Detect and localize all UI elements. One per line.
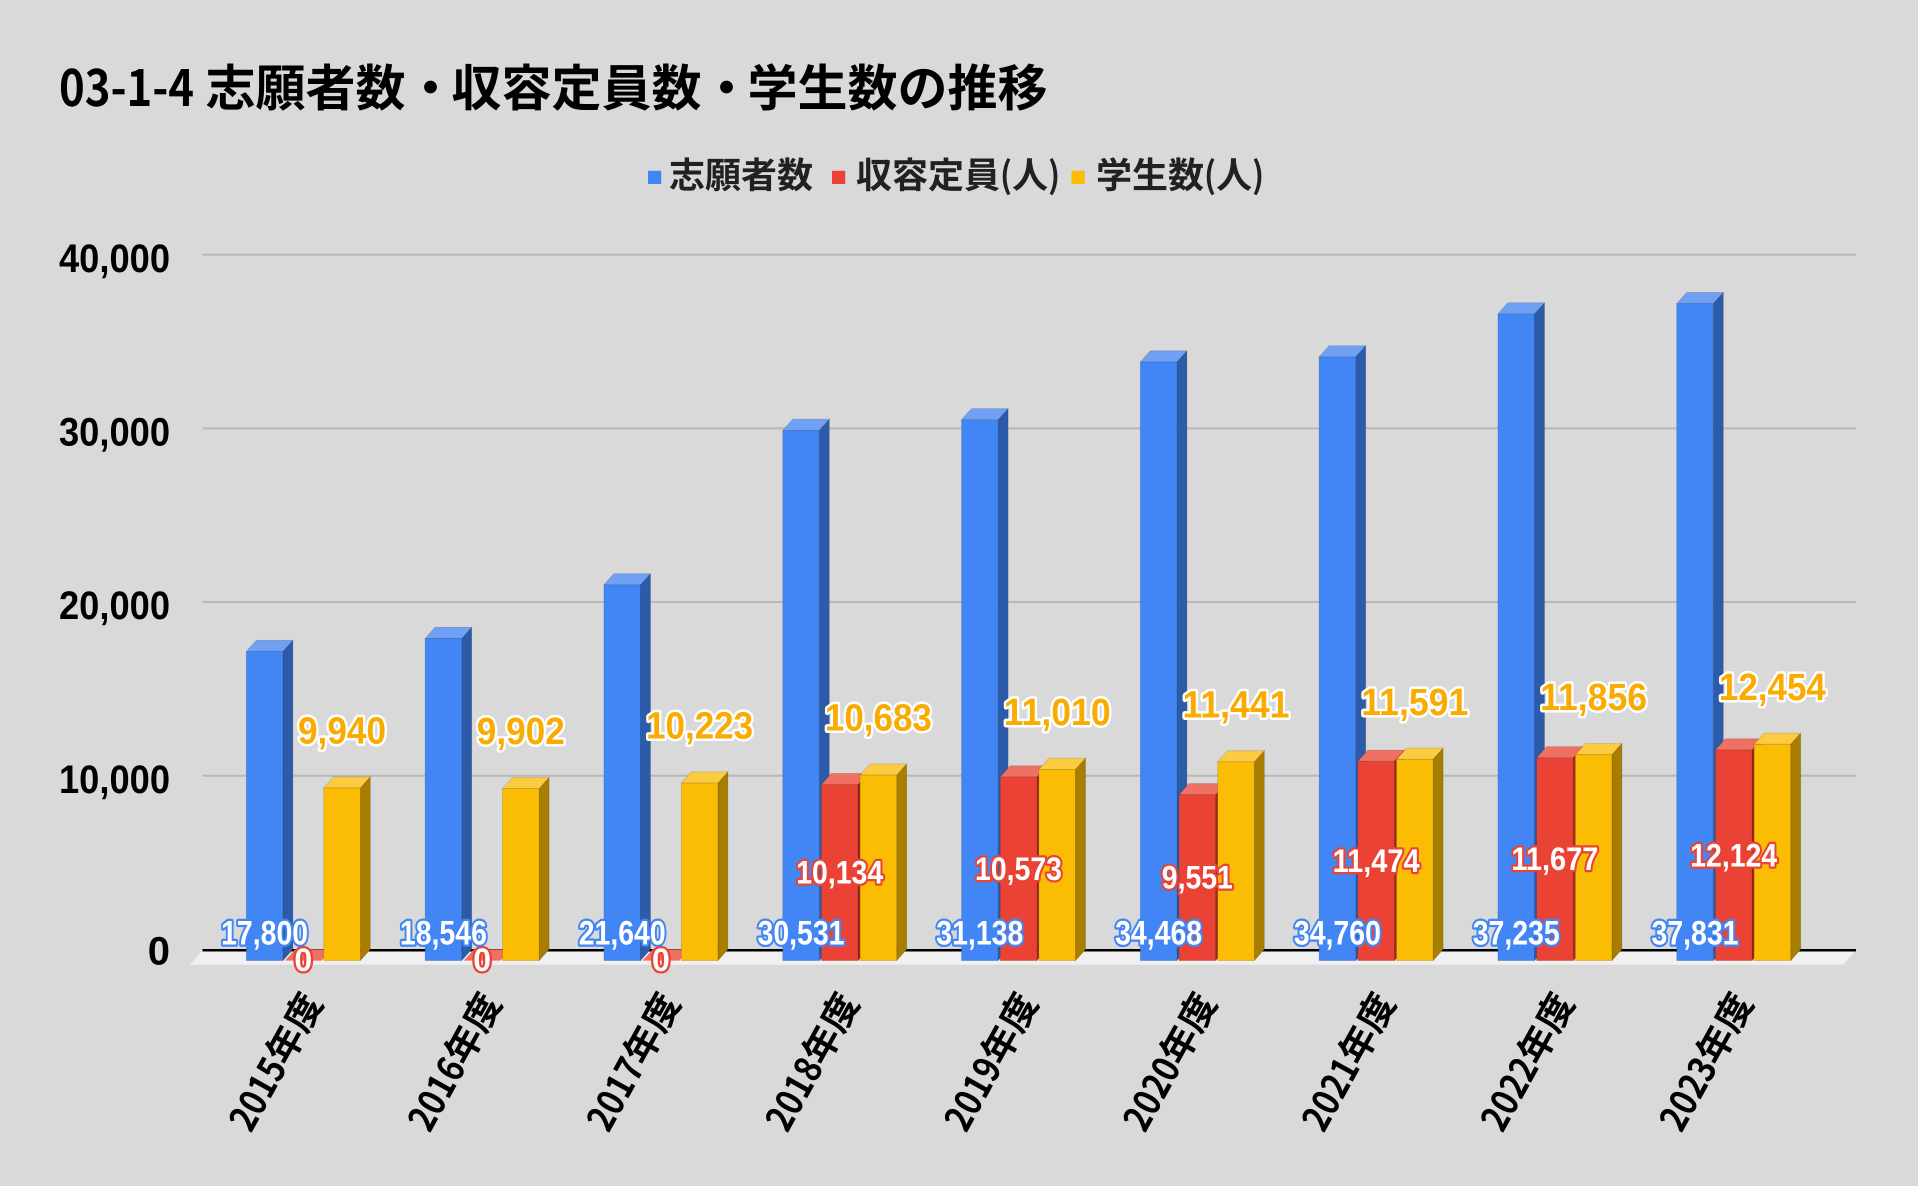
svg-text:9,940: 9,940 bbox=[298, 711, 386, 753]
svg-text:11,677: 11,677 bbox=[1511, 841, 1598, 877]
svg-text:11,856: 11,856 bbox=[1540, 677, 1647, 719]
svg-text:40,000: 40,000 bbox=[59, 237, 170, 281]
svg-text:18,546: 18,546 bbox=[400, 915, 487, 953]
svg-text:0: 0 bbox=[652, 942, 670, 978]
svg-text:10,134: 10,134 bbox=[796, 855, 883, 891]
svg-text:11,010: 11,010 bbox=[1004, 692, 1111, 734]
svg-text:20,000: 20,000 bbox=[59, 584, 170, 628]
svg-text:11,441: 11,441 bbox=[1183, 684, 1290, 726]
svg-text:34,468: 34,468 bbox=[1115, 915, 1202, 953]
svg-text:12,454: 12,454 bbox=[1719, 667, 1826, 709]
svg-text:34,760: 34,760 bbox=[1294, 915, 1381, 953]
svg-text:0: 0 bbox=[473, 942, 491, 978]
svg-text:9,902: 9,902 bbox=[477, 711, 565, 753]
svg-text:12,124: 12,124 bbox=[1690, 837, 1777, 873]
svg-text:0: 0 bbox=[294, 942, 312, 978]
svg-text:31,138: 31,138 bbox=[936, 915, 1023, 953]
svg-text:11,474: 11,474 bbox=[1333, 843, 1420, 879]
svg-text:37,831: 37,831 bbox=[1652, 915, 1739, 953]
svg-text:10,223: 10,223 bbox=[646, 706, 753, 748]
svg-text:11,591: 11,591 bbox=[1361, 682, 1468, 724]
svg-text:10,683: 10,683 bbox=[825, 698, 932, 740]
svg-text:21,640: 21,640 bbox=[579, 915, 666, 953]
svg-text:10,000: 10,000 bbox=[59, 758, 170, 802]
svg-text:37,235: 37,235 bbox=[1473, 915, 1560, 953]
svg-text:17,800: 17,800 bbox=[221, 915, 308, 953]
svg-text:10,573: 10,573 bbox=[975, 851, 1062, 887]
svg-text:0: 0 bbox=[148, 930, 170, 974]
svg-text:9,551: 9,551 bbox=[1162, 860, 1233, 896]
svg-text:30,000: 30,000 bbox=[59, 411, 170, 455]
svg-text:30,531: 30,531 bbox=[758, 915, 845, 953]
